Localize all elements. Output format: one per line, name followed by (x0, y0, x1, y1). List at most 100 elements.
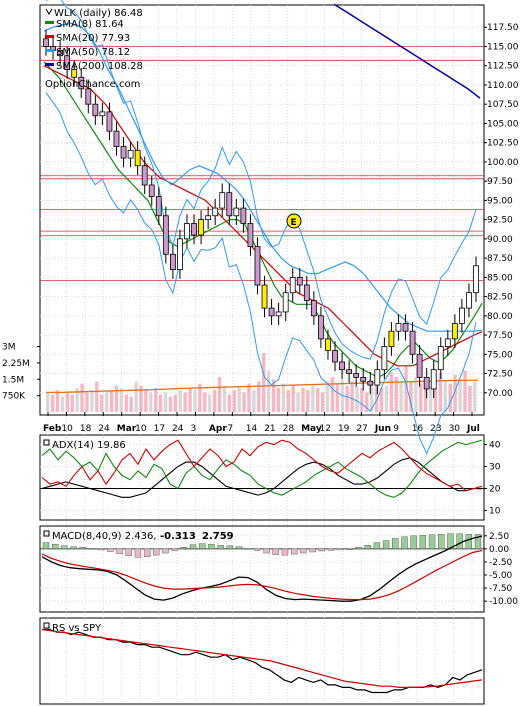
candle-body (430, 369, 437, 390)
macd-histogram-bar (456, 533, 463, 550)
y-tick-label: 105.00 (487, 119, 519, 129)
y-tick-label: 107.50 (487, 100, 519, 110)
volume-bar (320, 392, 325, 412)
rs-legend: RS vs SPY (43, 622, 102, 634)
volume-bar (217, 377, 222, 412)
candle-body (120, 146, 127, 159)
volume-bar (311, 385, 315, 412)
volume-bar (306, 390, 310, 412)
volume-bar (438, 372, 443, 412)
volume-bar (291, 385, 295, 412)
candle-body (451, 323, 458, 340)
ma-line-sma50 (43, 22, 483, 332)
volume-bar (149, 392, 153, 412)
ma-line-sma200 (333, 3, 481, 99)
volume-bar (232, 390, 236, 412)
volume-bar (163, 392, 168, 412)
candle-body (57, 49, 63, 57)
macd-histogram-bar (281, 548, 289, 556)
volume-bar (399, 381, 403, 412)
candle-body (191, 223, 197, 236)
candle-body (346, 369, 353, 374)
y-tick-label: 82.50 (487, 293, 513, 303)
macd-line-1 (41, 549, 483, 601)
candle-body (247, 223, 254, 247)
price-legend: WLK (daily) 86.48 SMA(8) 81.64 SMA(20) 7… (45, 8, 143, 90)
sub-y-tick-label: -5.00 (489, 571, 513, 581)
legend-swatch-sma20 (45, 35, 54, 38)
candle-body (296, 276, 303, 286)
y-tick-label: 77.50 (487, 331, 513, 341)
volume-bar (296, 392, 300, 412)
macd-histogram-bar (61, 545, 68, 550)
candle-body (409, 330, 416, 355)
x-tick-label: 10 (61, 424, 73, 434)
band-lower-line (45, 92, 477, 455)
volume-bar (144, 390, 148, 412)
x-tick-label: 10 (135, 424, 147, 434)
macd-histogram-bar (134, 548, 142, 558)
macd-hist-value: 2.759 (202, 531, 234, 542)
x-tick-label: 17 (154, 424, 165, 434)
volume-bar (188, 388, 192, 412)
y-tick-label: 95.00 (487, 196, 513, 206)
x-tick-label: 27 (356, 424, 367, 434)
levels-layer (40, 46, 484, 281)
macd-histogram-bar (447, 533, 454, 550)
sub-y-tick-label: 10 (489, 506, 501, 516)
candle-body (134, 149, 141, 167)
candle-body (402, 323, 409, 332)
candle-body (459, 307, 465, 324)
sub-y-tick-label: 30 (489, 463, 501, 473)
y-tick-label: 110.00 (487, 81, 519, 91)
volume-bar (198, 383, 202, 412)
ma-line-sma20 (43, 65, 483, 367)
volume-bar (46, 392, 50, 412)
volume-bar (330, 377, 335, 412)
x-tick-label: 9 (393, 424, 399, 434)
macd-histogram-bar (226, 545, 234, 550)
macd-histogram-bar (373, 542, 381, 550)
volume-bar (257, 381, 261, 412)
candle-body (177, 238, 183, 271)
x-tick-label: 7 (227, 424, 233, 434)
volume-bar (370, 383, 374, 412)
volume-bar (389, 372, 394, 412)
volume-bar (193, 390, 197, 412)
y-tick-label: 70.00 (487, 389, 513, 399)
candle-body (289, 276, 296, 294)
candle-body (148, 184, 155, 197)
macd-histogram-bar (42, 542, 50, 550)
x-tick-label: 24 (98, 424, 110, 434)
candle-body (169, 253, 176, 271)
candle-layer (43, 29, 479, 399)
candle-body (155, 196, 162, 217)
adx-panel-frame (39, 434, 485, 521)
macd-histogram-bar (438, 534, 445, 550)
x-tick-label: 18 (80, 424, 92, 434)
macd-histogram-bar (364, 545, 371, 550)
y-tick-label: 90.00 (487, 235, 513, 245)
candle-body (113, 130, 120, 147)
volume-tick-label: 750K (2, 392, 26, 402)
macd-histogram-bar (97, 548, 105, 551)
volume-tick-label: 3M (2, 343, 16, 353)
x-tick-label: 16 (412, 424, 424, 434)
candle-body (212, 207, 219, 217)
volume-bar (271, 379, 276, 412)
volume-bar (114, 385, 119, 412)
volume-bar (360, 388, 364, 412)
candle-body (466, 292, 472, 309)
watermark: OptionChance.com (45, 79, 140, 90)
volume-bar (208, 394, 212, 412)
x-tick-label: 30 (449, 424, 461, 434)
macd-histogram-bar (235, 546, 243, 550)
x-tick-label: Feb (43, 424, 62, 434)
candle-body (282, 292, 289, 313)
candle-body (226, 192, 233, 217)
macd-histogram-bar (419, 535, 427, 550)
volume-bar (424, 379, 428, 412)
legend-sma20: SMA(20) 77.93 (56, 33, 130, 44)
